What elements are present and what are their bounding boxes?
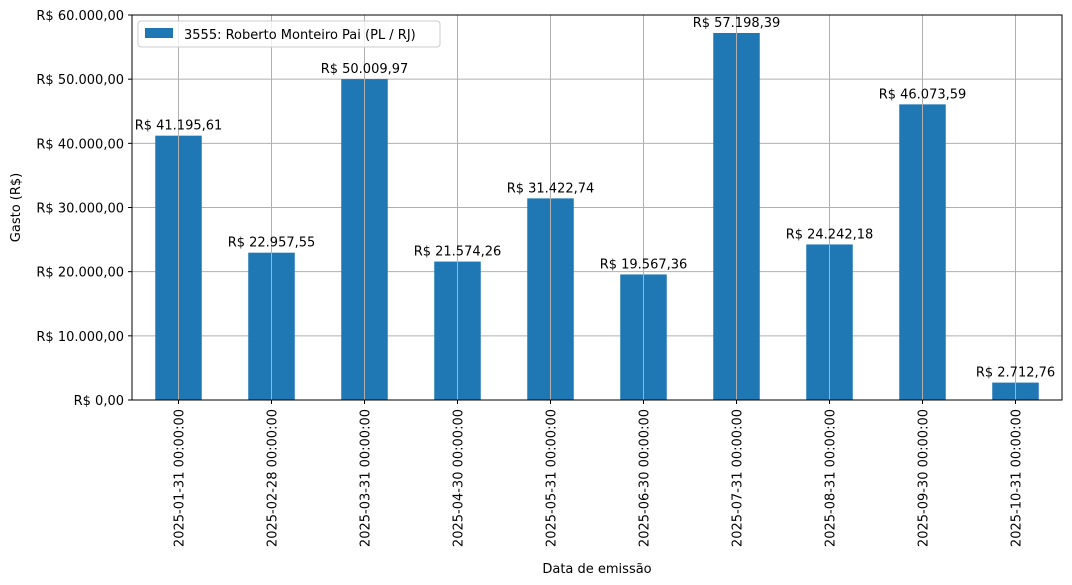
bar-value-label: R$ 46.073,59 (879, 87, 967, 102)
x-tick-label: 2025-05-31 00:00:00 (545, 409, 560, 547)
y-tick-label: R$ 50.000,00 (36, 73, 124, 88)
y-tick-label: R$ 60.000,00 (36, 9, 124, 24)
x-tick-label: 2025-01-31 00:00:00 (173, 409, 188, 547)
x-tick-label: 2025-06-30 00:00:00 (638, 409, 653, 547)
bar-value-label: R$ 2.712,76 (976, 366, 1055, 381)
x-tick-label: 2025-07-31 00:00:00 (731, 409, 746, 547)
y-tick-label: R$ 30.000,00 (36, 202, 124, 217)
bar-value-label: R$ 24.242,18 (786, 227, 874, 242)
bar-value-label: R$ 22.957,55 (228, 236, 316, 251)
x-tick-label: 2025-03-31 00:00:00 (359, 409, 374, 547)
legend-label: 3555: Roberto Monteiro Pai (PL / RJ) (184, 28, 416, 43)
x-tick-label: 2025-10-31 00:00:00 (1010, 409, 1025, 547)
bar-value-label: R$ 31.422,74 (507, 181, 595, 196)
legend: 3555: Roberto Monteiro Pai (PL / RJ) (138, 21, 440, 47)
legend-swatch (145, 28, 173, 38)
y-tick-label: R$ 0,00 (74, 394, 124, 409)
bar-value-label: R$ 50.009,97 (321, 62, 409, 77)
y-axis-title: Gasto (R$) (9, 173, 24, 242)
bar-value-label: R$ 21.574,26 (414, 245, 502, 260)
x-tick-label: 2025-02-28 00:00:00 (266, 409, 281, 547)
x-tick-label: 2025-09-30 00:00:00 (917, 409, 932, 547)
y-tick-label: R$ 40.000,00 (36, 137, 124, 152)
x-axis-title: Data de emissão (542, 562, 651, 577)
bar-value-label: R$ 19.567,36 (600, 257, 688, 272)
x-tick-label: 2025-04-30 00:00:00 (452, 409, 467, 547)
bar-value-label: R$ 57.198,39 (693, 16, 781, 31)
x-tick-label: 2025-08-31 00:00:00 (824, 409, 839, 547)
bar-value-label: R$ 41.195,61 (135, 119, 223, 134)
y-tick-label: R$ 10.000,00 (36, 330, 124, 345)
y-tick-label: R$ 20.000,00 (36, 266, 124, 281)
